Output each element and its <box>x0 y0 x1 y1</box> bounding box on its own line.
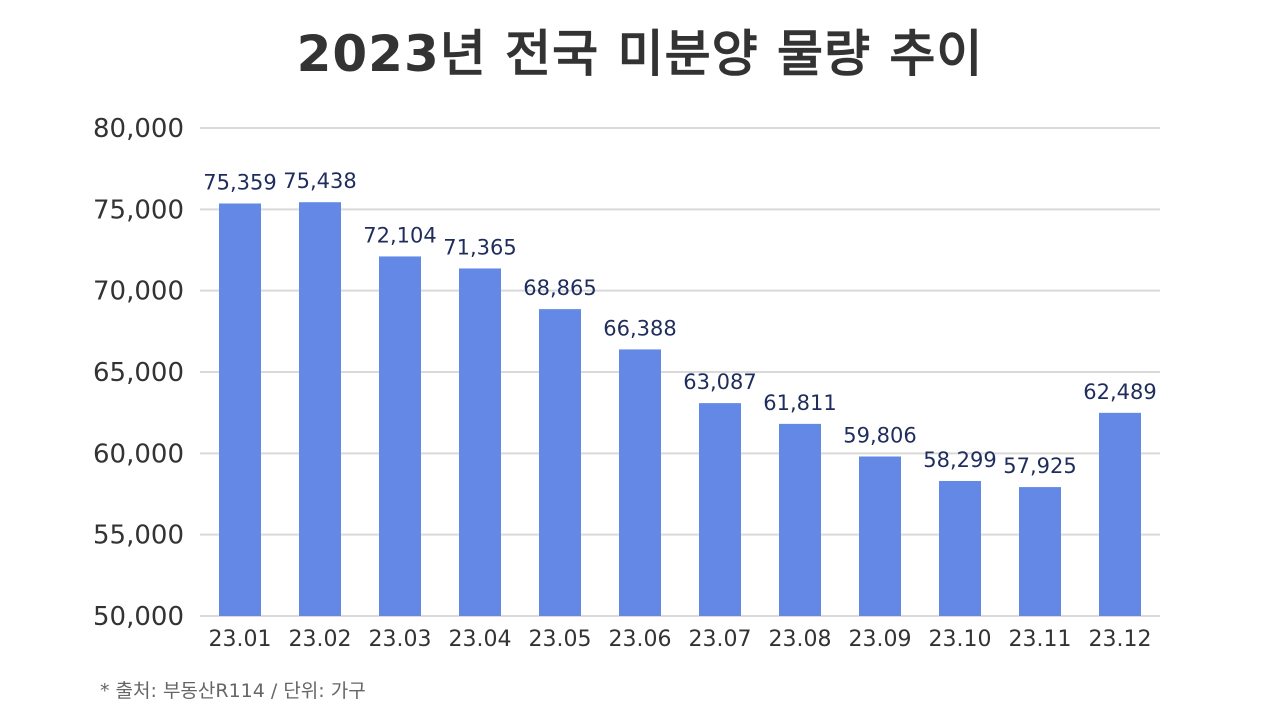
bar <box>779 423 821 616</box>
data-label: 75,359 <box>203 170 276 194</box>
data-label: 59,806 <box>843 423 916 447</box>
x-tick-label: 23.02 <box>289 627 352 652</box>
x-tick-label: 23.12 <box>1089 627 1152 652</box>
data-label: 68,865 <box>523 276 596 300</box>
y-tick-label: 80,000 <box>93 114 184 144</box>
x-tick-label: 23.05 <box>529 627 592 652</box>
y-tick-label: 70,000 <box>93 277 184 307</box>
x-axis-ticks: 23.01 23.02 23.03 23.04 23.05 23.06 23.07 23.08… <box>209 627 1152 652</box>
x-tick-label: 23.08 <box>769 627 832 652</box>
chart-title: 2023년 전국 미분양 물량 추이 <box>296 25 984 83</box>
x-tick-label: 23.03 <box>369 627 432 652</box>
data-label: 58,299 <box>923 448 996 472</box>
data-label: 66,388 <box>603 316 676 340</box>
data-label: 75,438 <box>283 169 356 193</box>
y-tick-label: 75,000 <box>93 195 184 225</box>
bar <box>619 349 661 616</box>
bar <box>379 256 421 616</box>
data-label: 61,811 <box>763 391 836 415</box>
gridlines <box>200 127 1160 617</box>
y-tick-label: 65,000 <box>93 358 184 388</box>
bar <box>219 203 261 617</box>
y-axis-ticks: 50,000 55,000 60,000 65,000 70,000 75,000 80,0… <box>93 114 184 632</box>
x-tick-label: 23.01 <box>209 627 272 652</box>
x-tick-label: 23.10 <box>929 627 992 652</box>
bar <box>299 202 341 616</box>
bar <box>1019 487 1061 616</box>
data-label: 71,365 <box>443 235 516 259</box>
bar <box>699 403 741 616</box>
data-label: 72,104 <box>363 223 436 247</box>
bars <box>219 202 1141 617</box>
data-label: 62,489 <box>1083 380 1156 404</box>
y-tick-label: 55,000 <box>93 521 184 551</box>
x-tick-label: 23.06 <box>609 627 672 652</box>
x-tick-label: 23.04 <box>449 627 512 652</box>
bar <box>539 309 581 616</box>
bar <box>1099 412 1141 616</box>
bar <box>939 481 981 616</box>
data-label: 57,925 <box>1003 454 1076 478</box>
y-tick-label: 60,000 <box>93 439 184 469</box>
bar <box>459 268 501 616</box>
value-labels: 75,359 75,438 72,104 71,365 68,865 66,388 63,0… <box>203 169 1156 478</box>
x-tick-label: 23.11 <box>1009 627 1072 652</box>
source-note: * 출처: 부동산R114 / 단위: 가구 <box>100 680 366 702</box>
x-tick-label: 23.09 <box>849 627 912 652</box>
y-tick-label: 50,000 <box>93 602 184 632</box>
x-tick-label: 23.07 <box>689 627 752 652</box>
data-label: 63,087 <box>683 370 756 394</box>
bar <box>859 456 901 616</box>
